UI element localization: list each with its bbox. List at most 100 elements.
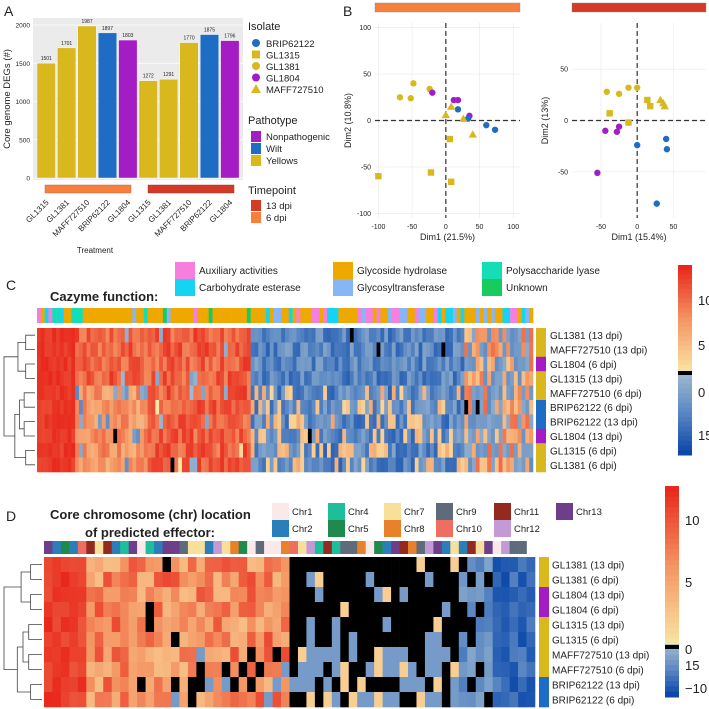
chromosome-annotation-cell <box>52 541 62 554</box>
heatmap-cell <box>348 647 358 663</box>
heatmap-cell <box>151 385 156 401</box>
heatmap-cell <box>376 328 381 343</box>
heatmap-cell <box>418 371 423 386</box>
heatmap-cell <box>422 356 427 372</box>
heatmap-cell <box>86 572 96 588</box>
heatmap-cell <box>492 557 502 573</box>
heatmap-cell <box>238 602 248 618</box>
legend-label: Nonpathogenic <box>266 132 330 143</box>
chromosome-annotation-cell <box>77 541 87 554</box>
heatmap-cell <box>281 385 286 401</box>
legend-label: 6 dpi <box>266 213 287 224</box>
heatmap-cell <box>77 557 87 573</box>
data-point <box>663 146 671 153</box>
colorbar-segment <box>678 374 692 380</box>
legend-swatch <box>384 503 401 520</box>
heatmap-cell <box>304 428 309 444</box>
heatmap-cell <box>340 602 350 618</box>
heatmap-cell <box>315 428 320 444</box>
heatmap-cell <box>174 385 179 401</box>
panel-letter: C <box>6 277 16 293</box>
heatmap-cell <box>441 662 451 678</box>
heatmap-cell <box>426 428 431 444</box>
heatmap-cell <box>422 328 427 343</box>
colorbar-segment <box>678 421 692 427</box>
heatmap-cell <box>178 443 183 458</box>
heatmap-cell <box>246 414 251 430</box>
heatmap-cell <box>187 647 197 663</box>
heatmap-cell <box>518 647 527 663</box>
cazyme-annotation-cell <box>136 308 141 323</box>
heatmap-cell <box>196 677 206 693</box>
heatmap-cell <box>526 677 536 693</box>
heatmap-cell <box>170 617 180 633</box>
heatmap-cell <box>281 602 290 618</box>
heatmap-cell <box>475 662 485 678</box>
legend-label: Chr13 <box>576 507 602 518</box>
heatmap-cell <box>388 428 393 444</box>
heatmap-cell <box>265 443 271 458</box>
heatmap-cell <box>265 385 271 401</box>
heatmap-cell <box>365 602 375 618</box>
heatmap-cell <box>407 414 412 430</box>
legend-label: GL1804 <box>266 74 300 85</box>
heatmap-cell <box>460 428 465 444</box>
heatmap-cell <box>40 328 45 343</box>
heatmap-cell <box>433 587 443 603</box>
heatmap-cell <box>285 428 290 444</box>
heatmap-cell <box>422 400 427 415</box>
heatmap-cell <box>189 400 194 415</box>
heatmap-cell <box>296 385 301 401</box>
heatmap-cell <box>105 414 110 430</box>
chromosome-annotation-cell <box>306 541 316 554</box>
heatmap-cell <box>285 342 290 358</box>
heatmap-cell <box>60 662 70 678</box>
heatmap-cell <box>243 443 248 458</box>
heatmap-cell <box>231 356 236 372</box>
heatmap-cell <box>213 647 223 663</box>
heatmap-cell <box>346 342 351 358</box>
heatmap-cell <box>230 557 240 573</box>
heatmap-cell <box>185 328 190 343</box>
heatmap-cell <box>365 457 370 473</box>
heatmap-cell <box>44 662 53 678</box>
heatmap-cell <box>306 692 316 708</box>
cazyme-annotation-cell <box>40 308 45 323</box>
legend-title: Isolate <box>248 21 280 33</box>
colorbar-segment <box>665 686 679 693</box>
heatmap-cell <box>109 385 114 401</box>
heatmap-cell <box>479 414 484 430</box>
heatmap-cell <box>143 385 148 401</box>
heatmap-cell <box>189 356 194 372</box>
heatmap-cell <box>441 647 451 663</box>
heatmap-cell <box>216 457 221 473</box>
heatmap-cell <box>235 443 240 458</box>
heatmap-cell <box>510 414 515 430</box>
heatmap-cell <box>349 414 354 430</box>
heatmap-cell <box>479 400 484 415</box>
cazyme-annotation-cell <box>449 308 454 323</box>
row-label: GL1804 (13 dpi) <box>552 591 624 602</box>
colorbar-segment <box>678 307 692 313</box>
heatmap-cell <box>491 328 496 343</box>
heatmap-cell <box>408 677 417 693</box>
heatmap-cell <box>44 677 53 693</box>
heatmap-cell <box>174 371 179 386</box>
colorbar-segment <box>678 388 692 394</box>
data-point <box>602 127 609 134</box>
heatmap-cell <box>166 385 171 401</box>
heatmap-cell <box>418 414 423 430</box>
heatmap-cell <box>67 428 72 444</box>
heatmap-cell <box>197 428 202 444</box>
heatmap-cell <box>460 385 465 401</box>
heatmap-cell <box>526 662 536 678</box>
legend-label: Chr8 <box>404 524 425 535</box>
heatmap-cell <box>201 414 206 430</box>
heatmap-cell <box>510 356 515 372</box>
heatmap-cell <box>265 457 271 473</box>
colorbar-segment <box>665 491 679 498</box>
heatmap-cell <box>201 342 206 358</box>
heatmap-cell <box>178 356 183 372</box>
heatmap-cell <box>132 371 137 386</box>
